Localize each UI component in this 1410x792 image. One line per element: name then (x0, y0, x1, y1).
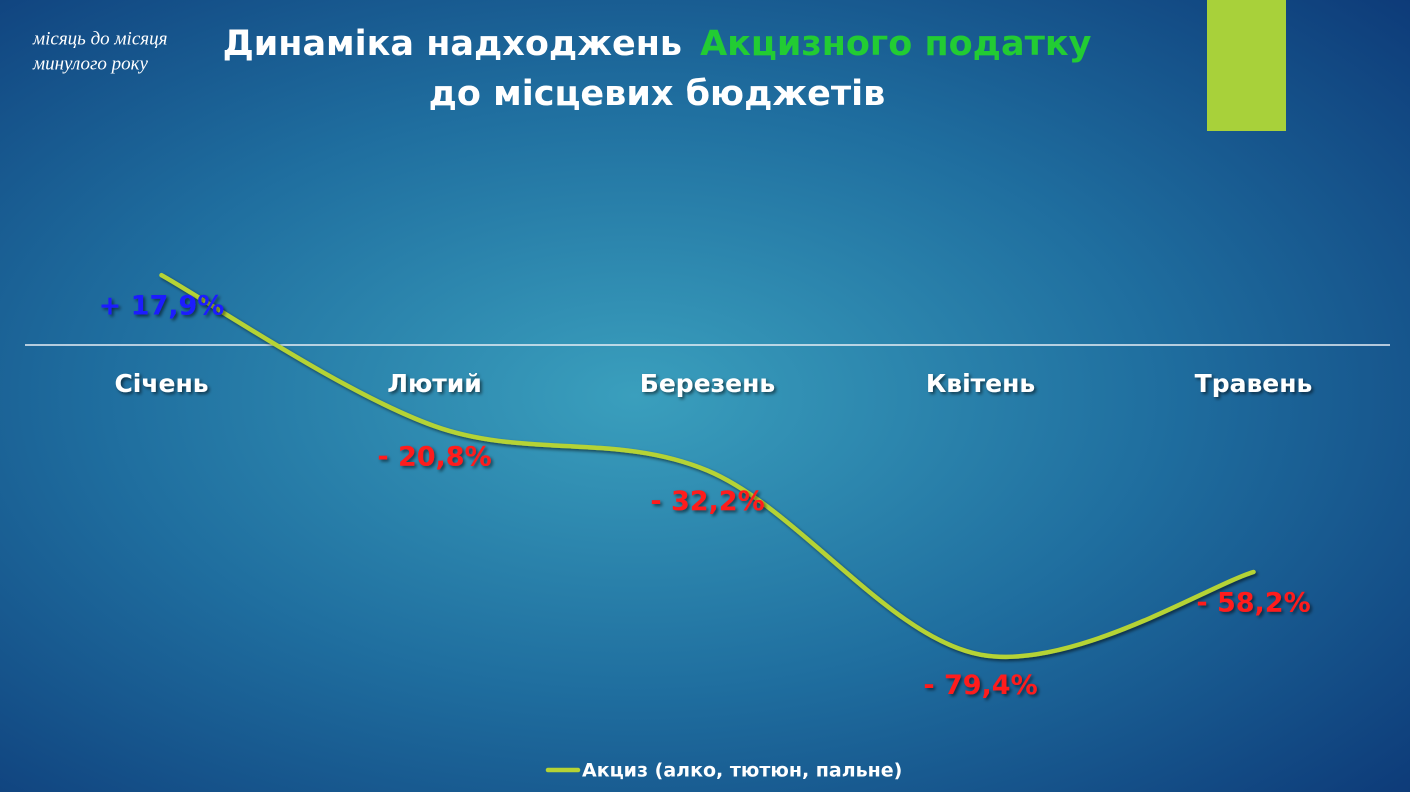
x-tick-label: Травень (1195, 369, 1313, 398)
plot: Січень Лютий Березень Квітень Травень + 17,9%… (25, 272, 1390, 782)
data-label: + 17,9% (99, 291, 225, 322)
data-label: - 79,4% (923, 670, 1037, 701)
x-tick-label: Лютий (387, 369, 482, 398)
note: місяць до місяця (32, 28, 167, 49)
title-highlight: Акцизного податку (700, 24, 1092, 64)
x-tick-label: Січень (114, 369, 208, 398)
chart-title: Динаміка надходжень Акцизного податку (223, 24, 1092, 64)
chart-title-line2: до місцевих бюджетів (429, 74, 886, 114)
note: минулого року (32, 53, 149, 74)
data-label: - 58,2% (1196, 587, 1310, 618)
data-label: - 20,8% (377, 442, 491, 473)
x-tick-label: Березень (640, 369, 775, 398)
data-label: - 32,2% (650, 486, 764, 517)
line (159, 272, 1256, 659)
title-part: Динаміка надходжень (223, 24, 683, 64)
x-tick-label: Квітень (926, 369, 1035, 398)
legend-label: Акциз (алко, тютюн, пальне) (582, 760, 902, 782)
accent-bar (1207, 0, 1286, 131)
